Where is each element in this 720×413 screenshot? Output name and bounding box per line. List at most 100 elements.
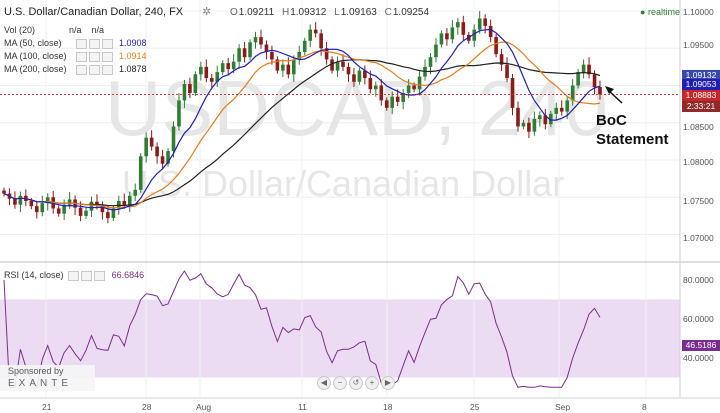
- settings-icon[interactable]: [81, 270, 93, 281]
- candle-body: [581, 64, 586, 73]
- visibility-toggle-icon[interactable]: [76, 51, 87, 62]
- indicator-name: MA (50, close): [4, 38, 62, 48]
- visibility-toggle-icon[interactable]: [76, 64, 87, 75]
- candle-body: [84, 210, 88, 216]
- candle-body: [297, 51, 302, 60]
- price-box-last: 1.08883: [682, 90, 720, 101]
- indicator-row-vol[interactable]: Vol (20) n/a n/a: [4, 24, 104, 36]
- candle-body: [521, 122, 526, 127]
- rsi-line: [3, 270, 601, 389]
- candle-body: [456, 22, 460, 28]
- candle-body: [100, 205, 105, 213]
- watermark: USDCAD, 240 U.S. Dollar/Canadian Dollar: [105, 64, 608, 204]
- candle-body: [111, 208, 116, 219]
- ohlc-close: 1.09254: [392, 7, 430, 18]
- time-axis-label: 18: [383, 402, 393, 412]
- time-axis-label: 11: [298, 402, 307, 412]
- candle-body: [538, 115, 542, 120]
- rsi-legend[interactable]: RSI (14, close) 66.6846: [4, 270, 144, 281]
- candle-body: [461, 22, 466, 35]
- candle-body: [193, 74, 198, 93]
- candle-body: [2, 190, 6, 194]
- reset-button[interactable]: ↺: [349, 376, 363, 390]
- time-axis-label: 8: [642, 402, 647, 412]
- price-axis-label: 1.09500: [683, 40, 714, 50]
- price-axis-label: 1.08000: [683, 157, 714, 167]
- visibility-toggle-icon[interactable]: [68, 270, 80, 281]
- candle-body: [510, 78, 515, 108]
- candle-body: [374, 85, 378, 90]
- close-icon[interactable]: [102, 38, 113, 49]
- candle-body: [477, 18, 482, 30]
- time-axis-label: 28: [142, 402, 152, 412]
- candle-body: [138, 156, 143, 190]
- close-icon[interactable]: [102, 51, 113, 62]
- candle-body: [220, 63, 225, 73]
- candle-body: [188, 84, 192, 93]
- zoom-in-button[interactable]: +: [365, 376, 379, 390]
- settings-icon[interactable]: [89, 51, 100, 62]
- candle-body: [516, 107, 520, 127]
- rsi-axis-label: 40.0000: [683, 353, 714, 363]
- candle-body: [499, 54, 504, 65]
- candle-body: [494, 37, 498, 55]
- candle-body: [56, 208, 61, 214]
- candle-body: [483, 18, 487, 26]
- close-icon[interactable]: [102, 64, 113, 75]
- candle-body: [209, 78, 214, 82]
- rsi-name: RSI (14, close): [4, 270, 64, 280]
- indicator-name: MA (100, close): [4, 51, 67, 61]
- price-box-ma50: 1.09053: [682, 79, 720, 90]
- realtime-indicator: ● realtime: [640, 7, 680, 17]
- annotation-line-1: BoC: [596, 112, 627, 129]
- visibility-toggle-icon[interactable]: [76, 38, 87, 49]
- scroll-left-button[interactable]: ◀: [317, 376, 331, 390]
- settings-gear-icon[interactable]: ✲: [202, 6, 212, 18]
- settings-icon[interactable]: [89, 64, 100, 75]
- rsi-axis-label: 60.0000: [683, 314, 714, 324]
- sponsor-block[interactable]: Sponsored by EXANTE: [0, 365, 95, 391]
- price-box-timer: 2:33:21: [682, 101, 720, 112]
- candle-body: [13, 198, 17, 205]
- close-icon[interactable]: [94, 270, 106, 281]
- candle-body: [406, 85, 411, 93]
- candle-body: [428, 57, 433, 67]
- indicator-row-ma200[interactable]: MA (200, close) 1.0878: [4, 63, 147, 75]
- candle-body: [160, 156, 165, 164]
- scroll-right-button[interactable]: ▶: [381, 376, 395, 390]
- candle-body: [199, 66, 203, 75]
- candle-body: [226, 63, 230, 70]
- candle-body: [231, 61, 236, 70]
- candle-body: [215, 72, 220, 82]
- candle-body: [51, 197, 56, 209]
- candle-body: [548, 113, 553, 125]
- indicator-name: MA (200, close): [4, 64, 67, 74]
- zoom-out-button[interactable]: −: [333, 376, 347, 390]
- indicator-row-ma50[interactable]: MA (50, close) 1.0908: [4, 37, 147, 49]
- candle-body: [133, 189, 138, 196]
- candle-body: [89, 201, 94, 211]
- candle-body: [204, 66, 209, 79]
- candle-body: [554, 107, 559, 114]
- candle-body: [270, 51, 274, 60]
- ma200-line: [3, 59, 601, 207]
- candle-body: [324, 48, 329, 60]
- sponsor-label: Sponsored by: [8, 366, 64, 376]
- rsi-last-box: 46.5186: [682, 340, 720, 351]
- candle-body: [335, 61, 340, 71]
- candle-body: [532, 119, 537, 132]
- candle-body: [242, 48, 247, 58]
- ma100-line: [3, 41, 601, 209]
- candle-body: [45, 197, 50, 204]
- ohlc-open: 1.09211: [238, 7, 275, 18]
- price-axis-label: 1.10000: [683, 7, 714, 17]
- indicator-value: 1.0908: [119, 38, 147, 48]
- indicator-value: 1.0878: [119, 64, 147, 74]
- sponsor-brand: EXANTE: [8, 378, 73, 389]
- candle-body: [352, 74, 356, 82]
- price-box-upper: 1.09132: [682, 70, 720, 81]
- indicator-row-ma100[interactable]: MA (100, close) 1.0914: [4, 50, 147, 62]
- settings-icon[interactable]: [89, 38, 100, 49]
- candle-body: [291, 59, 296, 75]
